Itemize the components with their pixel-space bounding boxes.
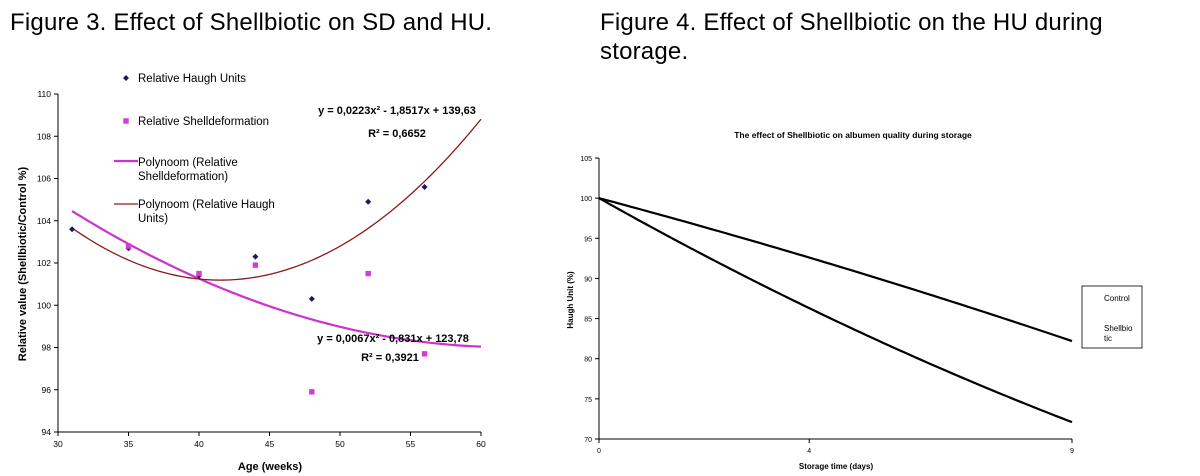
figure-3-haugh-point <box>252 253 259 260</box>
figure-3-y-tick-label: 94 <box>42 427 52 437</box>
figure-4-y-tick-label: 95 <box>584 236 592 243</box>
figure-3-legend-haugh-label: Relative Haugh Units <box>138 73 246 85</box>
figure-3-y-tick-label: 100 <box>37 300 51 310</box>
figure-3-x-tick-label: 55 <box>406 439 416 449</box>
figure-3-shell-point <box>252 262 259 268</box>
figure-4-x-tick-label: 9 <box>1070 448 1074 455</box>
figure-3-x-tick-label: 30 <box>53 439 63 449</box>
figure-4-y-axis-label: Haugh Unit (%) <box>566 271 575 329</box>
figure-3-haugh-point <box>421 183 428 190</box>
figure-3-shell-point <box>125 243 132 249</box>
figure-3-legend-haugh-curve-line2: Units) <box>138 213 168 225</box>
figure-3-y-tick-label: 96 <box>42 385 52 395</box>
figure-4-x-tick-label: 4 <box>807 448 811 455</box>
figure-4-legend-control-label: Control <box>1104 294 1130 303</box>
figure-3-y-tick-label: 110 <box>37 89 51 99</box>
figure-4-title-line2: storage. <box>600 38 689 65</box>
figure-3-x-axis-label: Age (weeks) <box>238 461 303 473</box>
figure-4-legend-shell-label-line2: tic <box>1104 334 1112 343</box>
figure-3-legend-shell-curve-line1: Polynoom (Relative <box>138 157 238 169</box>
figure-3-x-tick-label: 40 <box>194 439 204 449</box>
figure-4-y-tick-label: 90 <box>584 276 592 283</box>
figure-3-legend-shell-label: Relative Shelldeformation <box>138 116 269 128</box>
figure-3-plot-area: 94 96 98 100 102 104 106 108 110 30 35 40 45 50 55 60 <box>37 75 486 449</box>
figure-4-y-tick-label: 75 <box>584 397 592 404</box>
figure-3-haugh-equation: y = 0,0223x² - 1,8517x + 139,63 <box>318 105 476 117</box>
figure-4-y-tick-label: 80 <box>584 357 592 364</box>
figure-3-shell-point <box>309 389 315 395</box>
figure-4-legend-box <box>1081 285 1143 349</box>
figure-3-legend-shell-curve-line2: Shelldeformation) <box>138 171 228 183</box>
figure-3-shell-point <box>196 270 202 277</box>
figure-4-y-tick-label: 70 <box>584 437 592 444</box>
figure-3-haugh-trendline <box>71 118 482 281</box>
figure-3-x-tick-label: 35 <box>124 439 134 449</box>
figure-4-title-line1: Figure 4. Effect of Shellbiotic on the H… <box>600 9 1103 36</box>
figure-3-y-tick-label: 108 <box>37 131 51 141</box>
figure-3-legend-haugh-curve-line1: Polynoom (Relative Haugh <box>138 199 275 211</box>
figure-3-shell-r2: R² = 0,3921 <box>361 352 419 364</box>
figure-3-x-tick-label: 50 <box>335 439 345 449</box>
figure-3-y-tick-label: 102 <box>37 258 51 268</box>
figure-3-title: Figure 3. Effect of Shellbiotic on SD an… <box>10 9 493 36</box>
figure-3-y-tick-label: 98 <box>42 343 52 353</box>
figure-3-shell-trendline <box>71 210 482 348</box>
figure-4-control-line <box>598 197 1073 343</box>
figure-3-y-tick-label: 106 <box>37 174 51 184</box>
figure-4-y-tick-label: 100 <box>580 196 592 203</box>
figure-3-haugh-point <box>69 226 76 233</box>
figure-3-shell-equation: y = 0,0067x² - 0,831x + 123,78 <box>317 333 469 345</box>
figure-3-legend-haugh-marker <box>123 75 129 81</box>
figure-4-x-tick-label: 0 <box>597 448 601 455</box>
figure-4-legend-shell-label-line1: Shellbio <box>1104 324 1133 333</box>
figure-3-x-tick-label: 60 <box>476 439 486 449</box>
figure-3-legend-shell-marker <box>123 118 129 124</box>
figure-3-chart: 94 96 98 100 102 104 106 108 110 30 35 40 45 50 55 60 A… <box>17 73 486 473</box>
figure-4-chart-title: The effect of Shellbiotic on albumen qua… <box>734 130 972 140</box>
figure-3-shell-point <box>421 351 428 357</box>
figure-3-haugh-point <box>365 198 372 205</box>
figure-3-shell-point <box>365 270 371 277</box>
figure-4-y-tick-label: 85 <box>584 317 592 324</box>
figure-4-x-axis-label: Storage time (days) <box>799 462 874 471</box>
figure-4-y-tick-label: 105 <box>580 156 592 163</box>
figure-4-shellbiotic-line <box>598 197 1073 424</box>
figure-3-x-tick-label: 45 <box>265 439 275 449</box>
figure-3-haugh-point <box>308 295 315 302</box>
figure-3-y-axis-label: Relative value (Shellbiotic/Control %) <box>17 166 29 361</box>
figure-3-y-tick-label: 104 <box>37 216 51 226</box>
figure-4-plot-area: 70 75 80 85 90 95 100 105 0 4 9 <box>580 156 1103 455</box>
figure-3-haugh-r2: R² = 0,6652 <box>368 128 426 140</box>
